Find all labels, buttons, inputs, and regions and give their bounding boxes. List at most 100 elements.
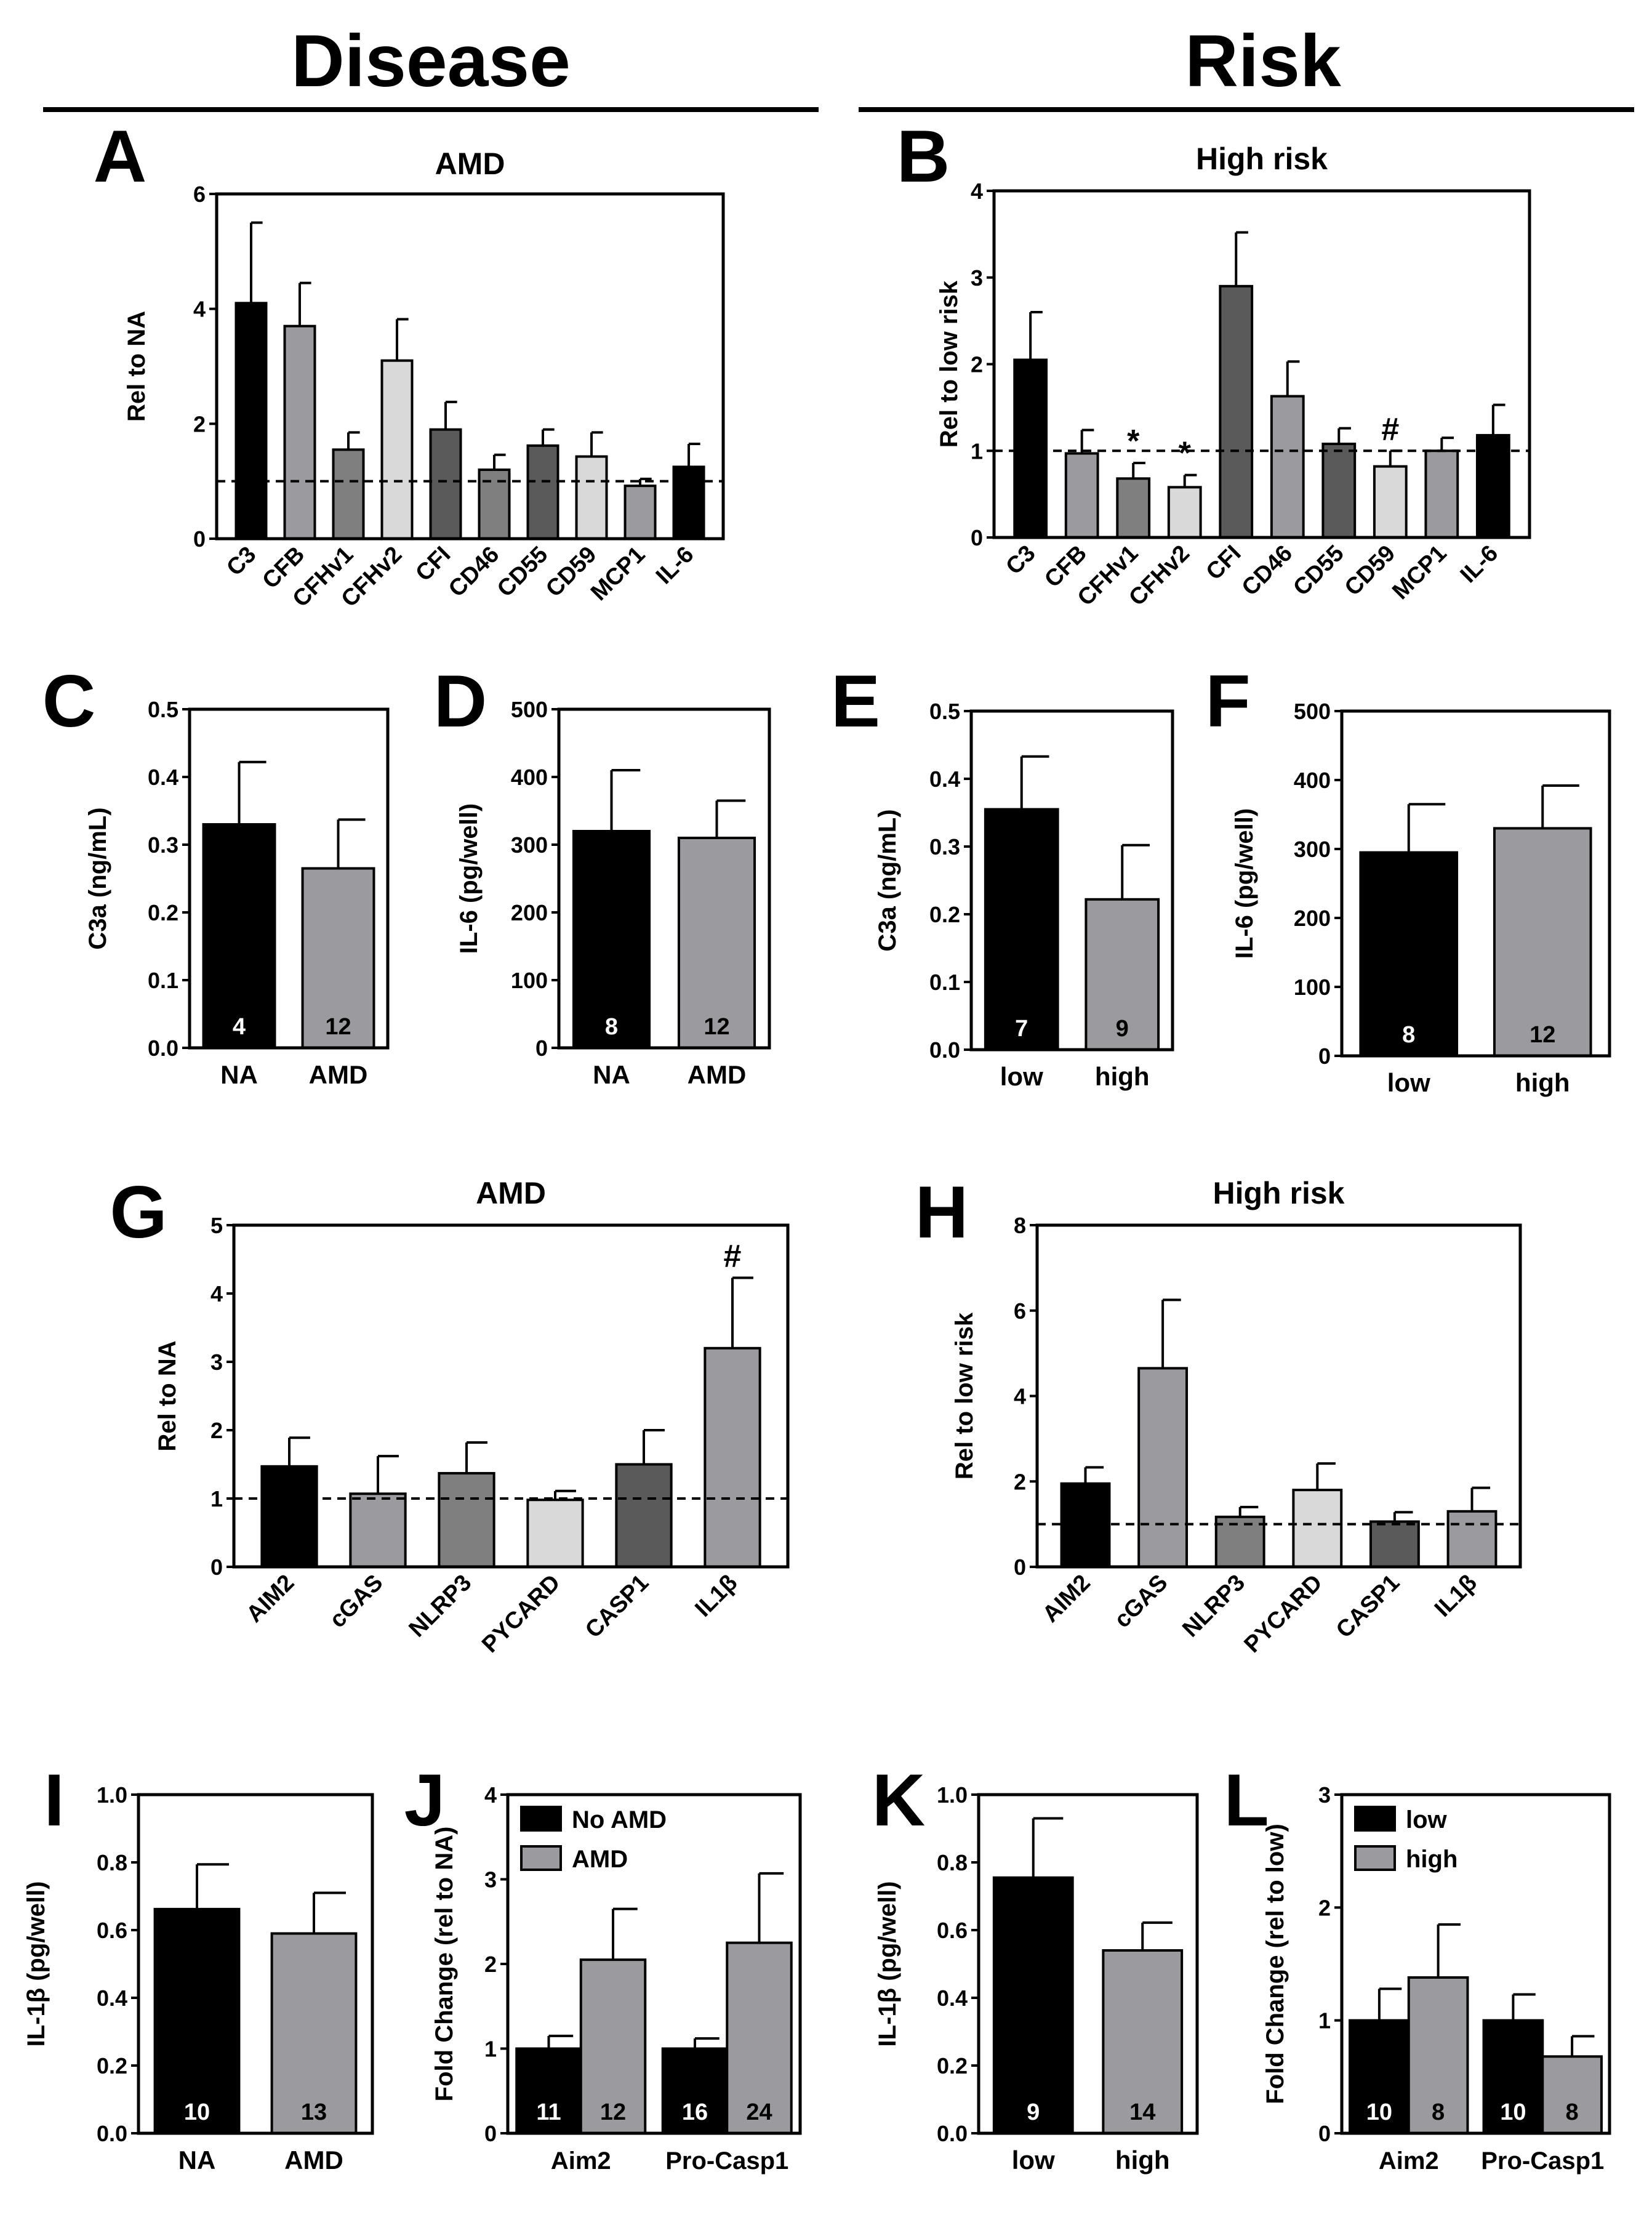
panel-h-ytick-label: 8	[1014, 1213, 1026, 1238]
panel-b-xlabel-cd55: CD55	[1288, 541, 1349, 601]
panel-k-label: K	[872, 1759, 926, 1841]
panel-b-bar-c3	[1013, 358, 1048, 539]
panel-g-title: AMD	[476, 1176, 546, 1210]
panel-f-xlabel-high: high	[1515, 1068, 1570, 1097]
panel-f-label: F	[1205, 660, 1250, 742]
panel-e-ytick-label: 0.4	[929, 766, 960, 792]
panel-b-bar-cd46	[1270, 395, 1305, 539]
panel-d-ytick-label: 400	[511, 765, 548, 790]
panel-d-bar-na	[572, 830, 651, 1049]
panel-l-xlabel-aim2: Aim2	[1379, 2147, 1439, 2175]
panel-h-label: H	[915, 1171, 969, 1253]
panel-d-bar-na-n-label: 8	[605, 1014, 618, 1040]
panel-l-legend-swatch-high	[1354, 1845, 1396, 1871]
panel-d-chart: D 0 100 200 300 400 500 IL-6 (pg/well) 8 NA 12 AMD	[434, 660, 771, 1089]
panel-l-bar-low-aim2-n-label: 10	[1366, 2099, 1392, 2125]
panel-a-bar-mcp1	[624, 485, 657, 541]
panel-g-frame	[232, 1223, 790, 1569]
panel-g-xlabel-nlrp3: NLRP3	[404, 1570, 477, 1643]
panel-b-xlabel-c3: C3	[1001, 541, 1040, 580]
panel-b-bar-mcp1	[1424, 449, 1459, 539]
panel-j-bar-no-amd-aim2-n-label: 11	[536, 2099, 561, 2125]
panel-b-bar-cfhv1	[1116, 477, 1151, 539]
panel-g-xlabel-pycard: PYCARD	[477, 1570, 565, 1658]
panel-g-bar-nlrp3	[438, 1471, 495, 1568]
panel-j-bar-amd-aim2-n-label: 12	[600, 2099, 626, 2125]
panel-l-ytick-label: 1	[1318, 2008, 1331, 2034]
panel-l-frame	[1340, 1793, 1611, 2135]
panel-b-xlabel-il-6: IL-6	[1456, 541, 1503, 588]
panel-a-bar-cfi	[429, 428, 462, 541]
panel-l-legend-low: low	[1406, 1806, 1448, 1833]
panel-e-ytick-label: 0.2	[929, 902, 960, 927]
panel-g-xlabel-aim2: AIM2	[241, 1570, 299, 1628]
panel-c-bar-amd	[301, 867, 375, 1049]
panel-d-ylabel: IL-6 (pg/well)	[455, 803, 483, 954]
panel-g-bar-il1	[704, 1346, 761, 1569]
panel-k-bar-high-n-label: 14	[1129, 2099, 1155, 2125]
panel-e-ytick-label: 0.5	[929, 699, 960, 724]
panel-l-bar-high-aim2-n-label: 8	[1432, 2099, 1445, 2125]
panel-k-frame	[977, 1793, 1199, 2135]
panel-f-bar-low-n-label: 8	[1402, 1022, 1415, 1048]
panel-b-label: B	[897, 115, 950, 198]
panel-k-ytick-label: 0.2	[937, 2053, 968, 2078]
panel-h-bar-pycard	[1292, 1489, 1343, 1568]
panel-j-ytick-label: 1	[484, 2037, 497, 2062]
panel-h-bar-il1	[1446, 1510, 1498, 1568]
panel-h-bar-casp1	[1369, 1520, 1420, 1568]
panel-i-bar-amd-n-label: 13	[301, 2099, 327, 2125]
panel-g-ytick-label: 1	[211, 1486, 223, 1511]
panel-e-ytick-label: 0.1	[929, 970, 960, 995]
panel-l-bar-high-pro-casp1-n-label: 8	[1566, 2099, 1579, 2125]
panel-l-bar-low-pro-casp1	[1482, 2019, 1544, 2135]
panel-k-chart: K 0.0 0.2 0.4 0.6 0.8 1.0 IL-1β (pg/well) 9 low 14…	[872, 1759, 1199, 2175]
panel-l-ylabel: Fold Change (rel to low)	[1262, 1824, 1289, 2104]
panel-d-ytick-label: 100	[511, 968, 548, 993]
panel-h-bar-cgas	[1137, 1367, 1189, 1568]
panel-j-bar-amd-pro-casp1	[726, 1941, 793, 2134]
panel-f-bar-high	[1493, 827, 1592, 1058]
panel-h-xlabel-casp1: CASP1	[1331, 1570, 1405, 1643]
panel-i-xlabel-na: NA	[178, 2146, 216, 2175]
panel-k-xlabel-high: high	[1115, 2146, 1170, 2175]
panel-g-xlabel-cgas: cGAS	[324, 1570, 388, 1633]
panel-k-bar-low-n-label: 9	[1027, 2099, 1040, 2125]
panel-g-xlabel-casp1: CASP1	[580, 1570, 654, 1643]
panel-j-legend-swatch-amd	[520, 1845, 562, 1871]
panel-h-ylabel: Rel to low risk	[951, 1312, 978, 1479]
panel-b-sig-cfhv2: *	[1179, 436, 1192, 472]
panel-b-xlabel-cd46: CD46	[1237, 541, 1297, 601]
panel-k-ylabel: IL-1β (pg/well)	[874, 1881, 901, 2047]
panel-k-ytick-label: 0.6	[937, 1918, 968, 1943]
panel-e-bar-low-n-label: 7	[1015, 1016, 1028, 1042]
panel-c-frame	[188, 707, 390, 1050]
panel-b-bar-il-6	[1475, 433, 1510, 539]
panel-b-ytick-label: 4	[971, 179, 983, 204]
panel-k-bar-low	[992, 1876, 1074, 2134]
panel-i-ytick-label: 0.6	[97, 1918, 127, 1943]
panel-b-bar-cd55	[1321, 442, 1357, 539]
panel-l-bar-low-aim2	[1349, 2019, 1410, 2135]
panel-d-frame	[557, 707, 771, 1050]
panel-b-ytick-label: 2	[971, 352, 983, 377]
panel-h-frame	[1035, 1223, 1522, 1569]
panel-g-bar-pycard	[526, 1499, 584, 1568]
panel-c-ytick-label: 0.0	[148, 1036, 178, 1061]
panel-b-xlabel-cfi: CFI	[1201, 541, 1246, 585]
panel-i-xlabel-amd: AMD	[284, 2146, 343, 2175]
panel-f-ytick-label: 300	[1294, 837, 1331, 862]
panel-e-frame	[969, 709, 1174, 1052]
panel-a-frame	[215, 192, 725, 541]
panel-g-ytick-label: 5	[211, 1213, 223, 1238]
panel-f-ytick-label: 0	[1318, 1044, 1331, 1069]
panel-b-bar-cfi	[1219, 284, 1254, 539]
panel-a-xlabel-cd55: CD55	[492, 542, 553, 602]
header-disease: Disease	[291, 20, 571, 102]
panel-e-ytick-label: 0.0	[929, 1037, 960, 1063]
panel-e-bar-low	[984, 808, 1059, 1051]
panel-g-chart: G AMD 0 1 2 3 4 5 Rel to NA AIM2 cGAS NLRP3 PYCARD CA…	[110, 1171, 790, 1658]
panel-a-bar-cfb	[283, 324, 316, 541]
